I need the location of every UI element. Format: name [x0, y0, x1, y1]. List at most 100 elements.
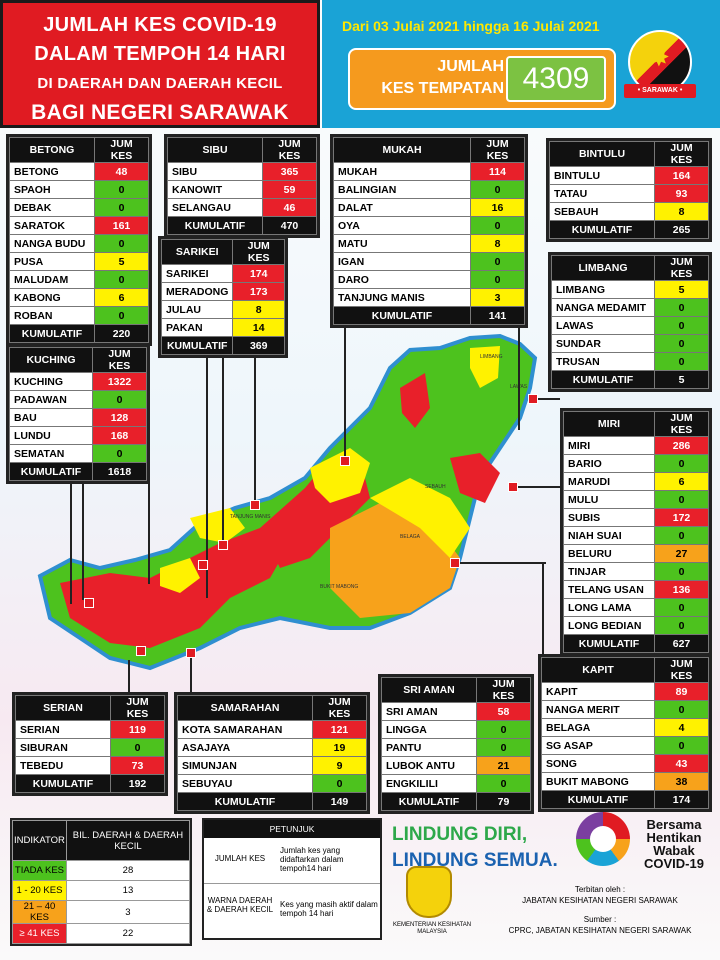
legend-count: 28 — [65, 860, 191, 881]
case-count: 168 — [92, 426, 147, 445]
table-row: SIBU 365 — [167, 162, 317, 181]
table-row: TELANG USAN 136 — [563, 580, 709, 599]
case-count: 0 — [654, 298, 709, 317]
summary-banner: Dari 03 Julai 2021 hingga 16 Julai 2021 … — [322, 0, 720, 128]
district-name: KAPIT — [541, 657, 655, 683]
subdistrict-name: JULAU — [160, 300, 234, 319]
subdistrict-name: BETONG — [9, 162, 95, 181]
district-name: LIMBANG — [551, 255, 655, 281]
table-row: SEMATAN 0 — [9, 444, 147, 463]
subdistrict-name: ENGKILILI — [381, 774, 477, 793]
table-row: LUNDU 168 — [9, 426, 147, 445]
case-count: 119 — [110, 720, 165, 739]
publisher-name: JABATAN KESIHATAN NEGERI SARAWAK — [522, 896, 678, 905]
table-row: BUKIT MABONG 38 — [541, 772, 709, 791]
publisher-info: Terbitan oleh : JABATAN KESIHATAN NEGERI… — [480, 884, 720, 936]
case-count: 0 — [654, 736, 709, 755]
legend-label: TIADA KES — [12, 860, 67, 881]
table-row: SUBIS 172 — [563, 508, 709, 527]
table-row: PADAWAN 0 — [9, 390, 147, 409]
leader-line-sarikei — [206, 348, 208, 598]
case-count: 0 — [654, 616, 709, 635]
table-row: NANGA MERIT 0 — [541, 700, 709, 719]
leader-line-kapit-b — [542, 562, 544, 656]
case-count: 174 — [232, 264, 285, 283]
case-count: 0 — [654, 352, 709, 371]
column-header: JUM KES — [92, 347, 147, 373]
total-cases-label: JUMLAH KES TEMPATAN — [356, 56, 504, 100]
cumulative-label: KUMULATIF — [333, 306, 471, 325]
case-count: 6 — [94, 288, 149, 307]
table-samarahan: SAMARAHAN JUM KES KOTA SAMARAHAN 121 ASAJAYA… — [174, 692, 370, 814]
table-row: SONG 43 — [541, 754, 709, 773]
table-row: ROBAN 0 — [9, 306, 149, 325]
table-row: SUNDAR 0 — [551, 334, 709, 353]
map-pin — [250, 500, 260, 510]
subdistrict-name: MERADONG — [160, 282, 234, 301]
slogan-line-2: LINDUNG SEMUA. — [392, 850, 558, 871]
subdistrict-name: KAPIT — [541, 682, 655, 701]
case-count: 0 — [94, 234, 149, 253]
table-row: NANGA BUDU 0 — [9, 234, 149, 253]
table-row: TEBEDU 73 — [15, 756, 165, 775]
guide-desc-1: Jumlah kes yang didaftarkan dalam tempoh… — [280, 846, 344, 873]
subdistrict-name: PANTU — [381, 738, 477, 757]
cumulative-label: KUMULATIF — [541, 790, 655, 809]
case-count: 172 — [654, 508, 709, 527]
subdistrict-name: SEBUYAU — [177, 774, 313, 793]
case-count: 114 — [470, 162, 525, 181]
table-row: KABONG 6 — [9, 288, 149, 307]
table-bintulu: BINTULU JUM KES BINTULU 164 TATAU 93 SEBAUH 8 KU… — [546, 138, 712, 242]
title-line-2: DALAM TEMPOH 14 HARI — [34, 43, 286, 65]
table-row: MALUDAM 0 — [9, 270, 149, 289]
table-row: SEBUYAU 0 — [177, 774, 367, 793]
map-pin — [136, 646, 146, 656]
case-count: 8 — [470, 234, 525, 253]
table-row: MUKAH 114 — [333, 162, 525, 181]
map-label-limbang: LIMBANG — [480, 354, 503, 360]
case-count: 0 — [654, 454, 709, 473]
cumulative-value: 174 — [654, 790, 709, 809]
cumulative-value: 1618 — [92, 462, 147, 481]
subdistrict-name: PUSA — [9, 252, 95, 271]
total-cases-box: JUMLAH KES TEMPATAN 4309 — [348, 48, 616, 110]
table-miri: MIRI JUM KES MIRI 286 BARIO 0 MARUDI 6 MULU 0 SUBI… — [560, 408, 712, 656]
subdistrict-name: SG ASAP — [541, 736, 655, 755]
government-crest-icon — [406, 866, 452, 918]
subdistrict-name: LAWAS — [551, 316, 655, 335]
column-header: JUM KES — [94, 137, 149, 163]
cumulative-value: 141 — [470, 306, 525, 325]
table-row: BELAGA 4 — [541, 718, 709, 737]
subdistrict-name: MATU — [333, 234, 471, 253]
legend-label: ≥ 41 KES — [12, 923, 67, 944]
cumulative-label: KUMULATIF — [9, 324, 95, 343]
campaign-logo-icon — [576, 812, 630, 866]
case-count: 0 — [94, 306, 149, 325]
case-count: 27 — [654, 544, 709, 563]
table-row: LINGGA 0 — [381, 720, 531, 739]
total-label-line-2: KES TEMPATAN — [381, 80, 504, 97]
total-label-line-1: JUMLAH — [437, 58, 504, 75]
case-count: 19 — [312, 738, 367, 757]
case-count: 0 — [312, 774, 367, 793]
subdistrict-name: MUKAH — [333, 162, 471, 181]
district-name: SARIKEI — [160, 239, 234, 265]
guide-key-2: WARNA DAERAH & DAERAH KECIL — [206, 896, 274, 914]
subdistrict-name: SIBURAN — [15, 738, 111, 757]
table-row: KANOWIT 59 — [167, 180, 317, 199]
flag-ribbon: • SARAWAK • — [624, 84, 696, 98]
subdistrict-name: BARIO — [563, 454, 655, 473]
cumulative-label: KUMULATIF — [177, 792, 313, 811]
district-name: SAMARAHAN — [177, 695, 313, 721]
subdistrict-name: BELURU — [563, 544, 655, 563]
table-row: SPAOH 0 — [9, 180, 149, 199]
table-row: LIMBANG 5 — [551, 280, 709, 299]
column-header: JUM KES — [110, 695, 165, 721]
map-label-belaga: BELAGA — [400, 534, 421, 540]
cumulative-value: 369 — [232, 336, 285, 355]
subdistrict-name: DEBAK — [9, 198, 95, 217]
table-row: BAU 128 — [9, 408, 147, 427]
table-row: TATAU 93 — [549, 184, 709, 203]
subdistrict-name: SEBAUH — [549, 202, 655, 221]
campaign-text: Bersama Hentikan Wabak COVID-19 — [644, 817, 704, 871]
